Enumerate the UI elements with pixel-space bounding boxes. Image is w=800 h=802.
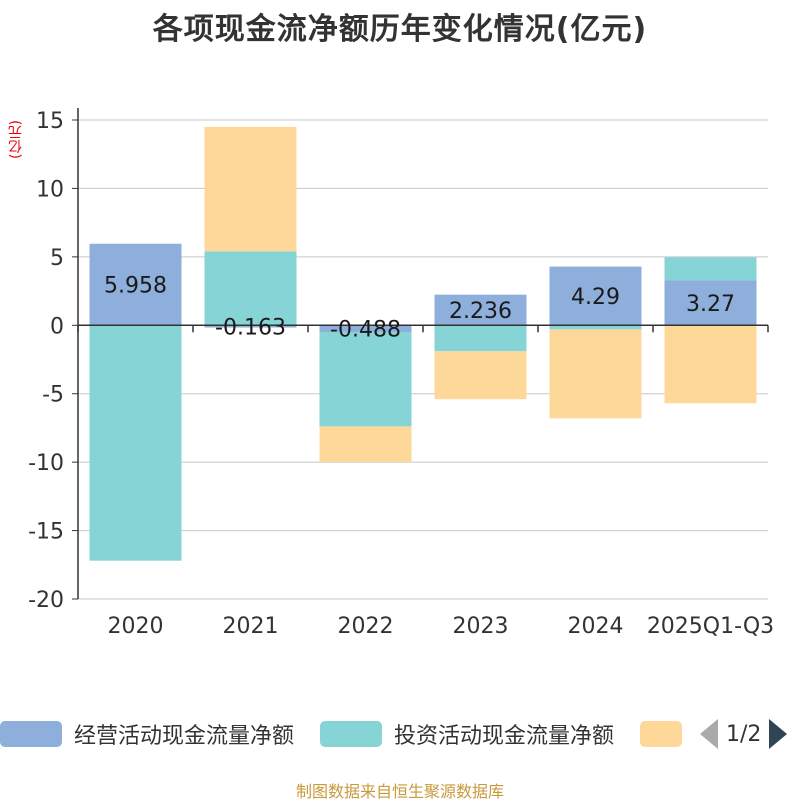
bar-operating [434,294,527,326]
data-label: -0.488 [330,318,401,343]
bar-investing [319,331,412,427]
x-tick-label: 2023 [453,614,509,639]
bar-operating [89,243,182,326]
legend-pager: 1/2 [700,714,788,754]
legend-next-page-icon[interactable] [769,719,788,749]
x-tick-label: 2024 [568,614,624,639]
bar-financing [204,126,297,252]
bar-investing [89,325,182,561]
legend-item-investing[interactable]: 投资活动现金流量净额 [320,714,614,754]
bar-financing [549,329,642,419]
data-label: -0.163 [215,315,286,340]
legend-label-investing: 投资活动现金流量净额 [394,724,615,749]
y-tick-label: 5 [50,246,64,271]
legend: 经营活动现金流量净额 投资活动现金流量净额 1/2 [0,714,800,758]
bar-financing [434,351,527,400]
y-tick-label: -20 [28,588,64,613]
data-label: 4.29 [571,285,620,310]
y-tick-label: 0 [50,314,64,339]
x-tick-label: 2025Q1-Q3 [647,614,774,639]
legend-prev-page-icon[interactable] [700,719,718,749]
bar-financing [319,426,412,462]
bar-operating [549,266,642,326]
bar-investing [204,251,297,326]
legend-page-indicator: 1/2 [726,721,762,747]
legend-item-operating[interactable]: 经营活动现金流量净额 [0,714,294,754]
chart-title: 各项现金流净额历年变化情况(亿元) [152,12,648,47]
x-tick-label: 2020 [108,614,164,639]
bar-investing [664,257,757,281]
y-tick-label: -15 [28,520,64,545]
data-source-note: 制图数据来自恒生聚源数据库 [295,782,504,801]
legend-swatch-financing [640,721,682,747]
data-label: 3.27 [686,292,735,317]
y-tick-label: 15 [36,109,64,134]
y-tick-label: -10 [28,451,64,476]
legend-item-financing[interactable] [640,714,694,754]
bar-financing [664,325,757,404]
bar-investing [549,325,642,330]
bar-operating [664,280,757,326]
bar-operating [319,325,412,332]
x-tick-label: 2021 [223,614,279,639]
bar-chart: 15 10 5 0 -5 -10 -15 -20 5.958 -0.163 -0.488 2.236 4… [28,108,774,639]
data-label: 5.958 [104,274,167,299]
legend-swatch-investing [320,721,382,747]
bar-operating [204,325,297,328]
legend-swatch-operating [0,721,62,747]
x-tick-label: 2022 [338,614,394,639]
bar-investing [434,325,527,352]
y-tick-label: -5 [42,383,64,408]
y-tick-label: 10 [36,177,64,202]
data-label: 2.236 [449,299,512,324]
legend-label-operating: 经营活动现金流量净额 [74,724,295,749]
